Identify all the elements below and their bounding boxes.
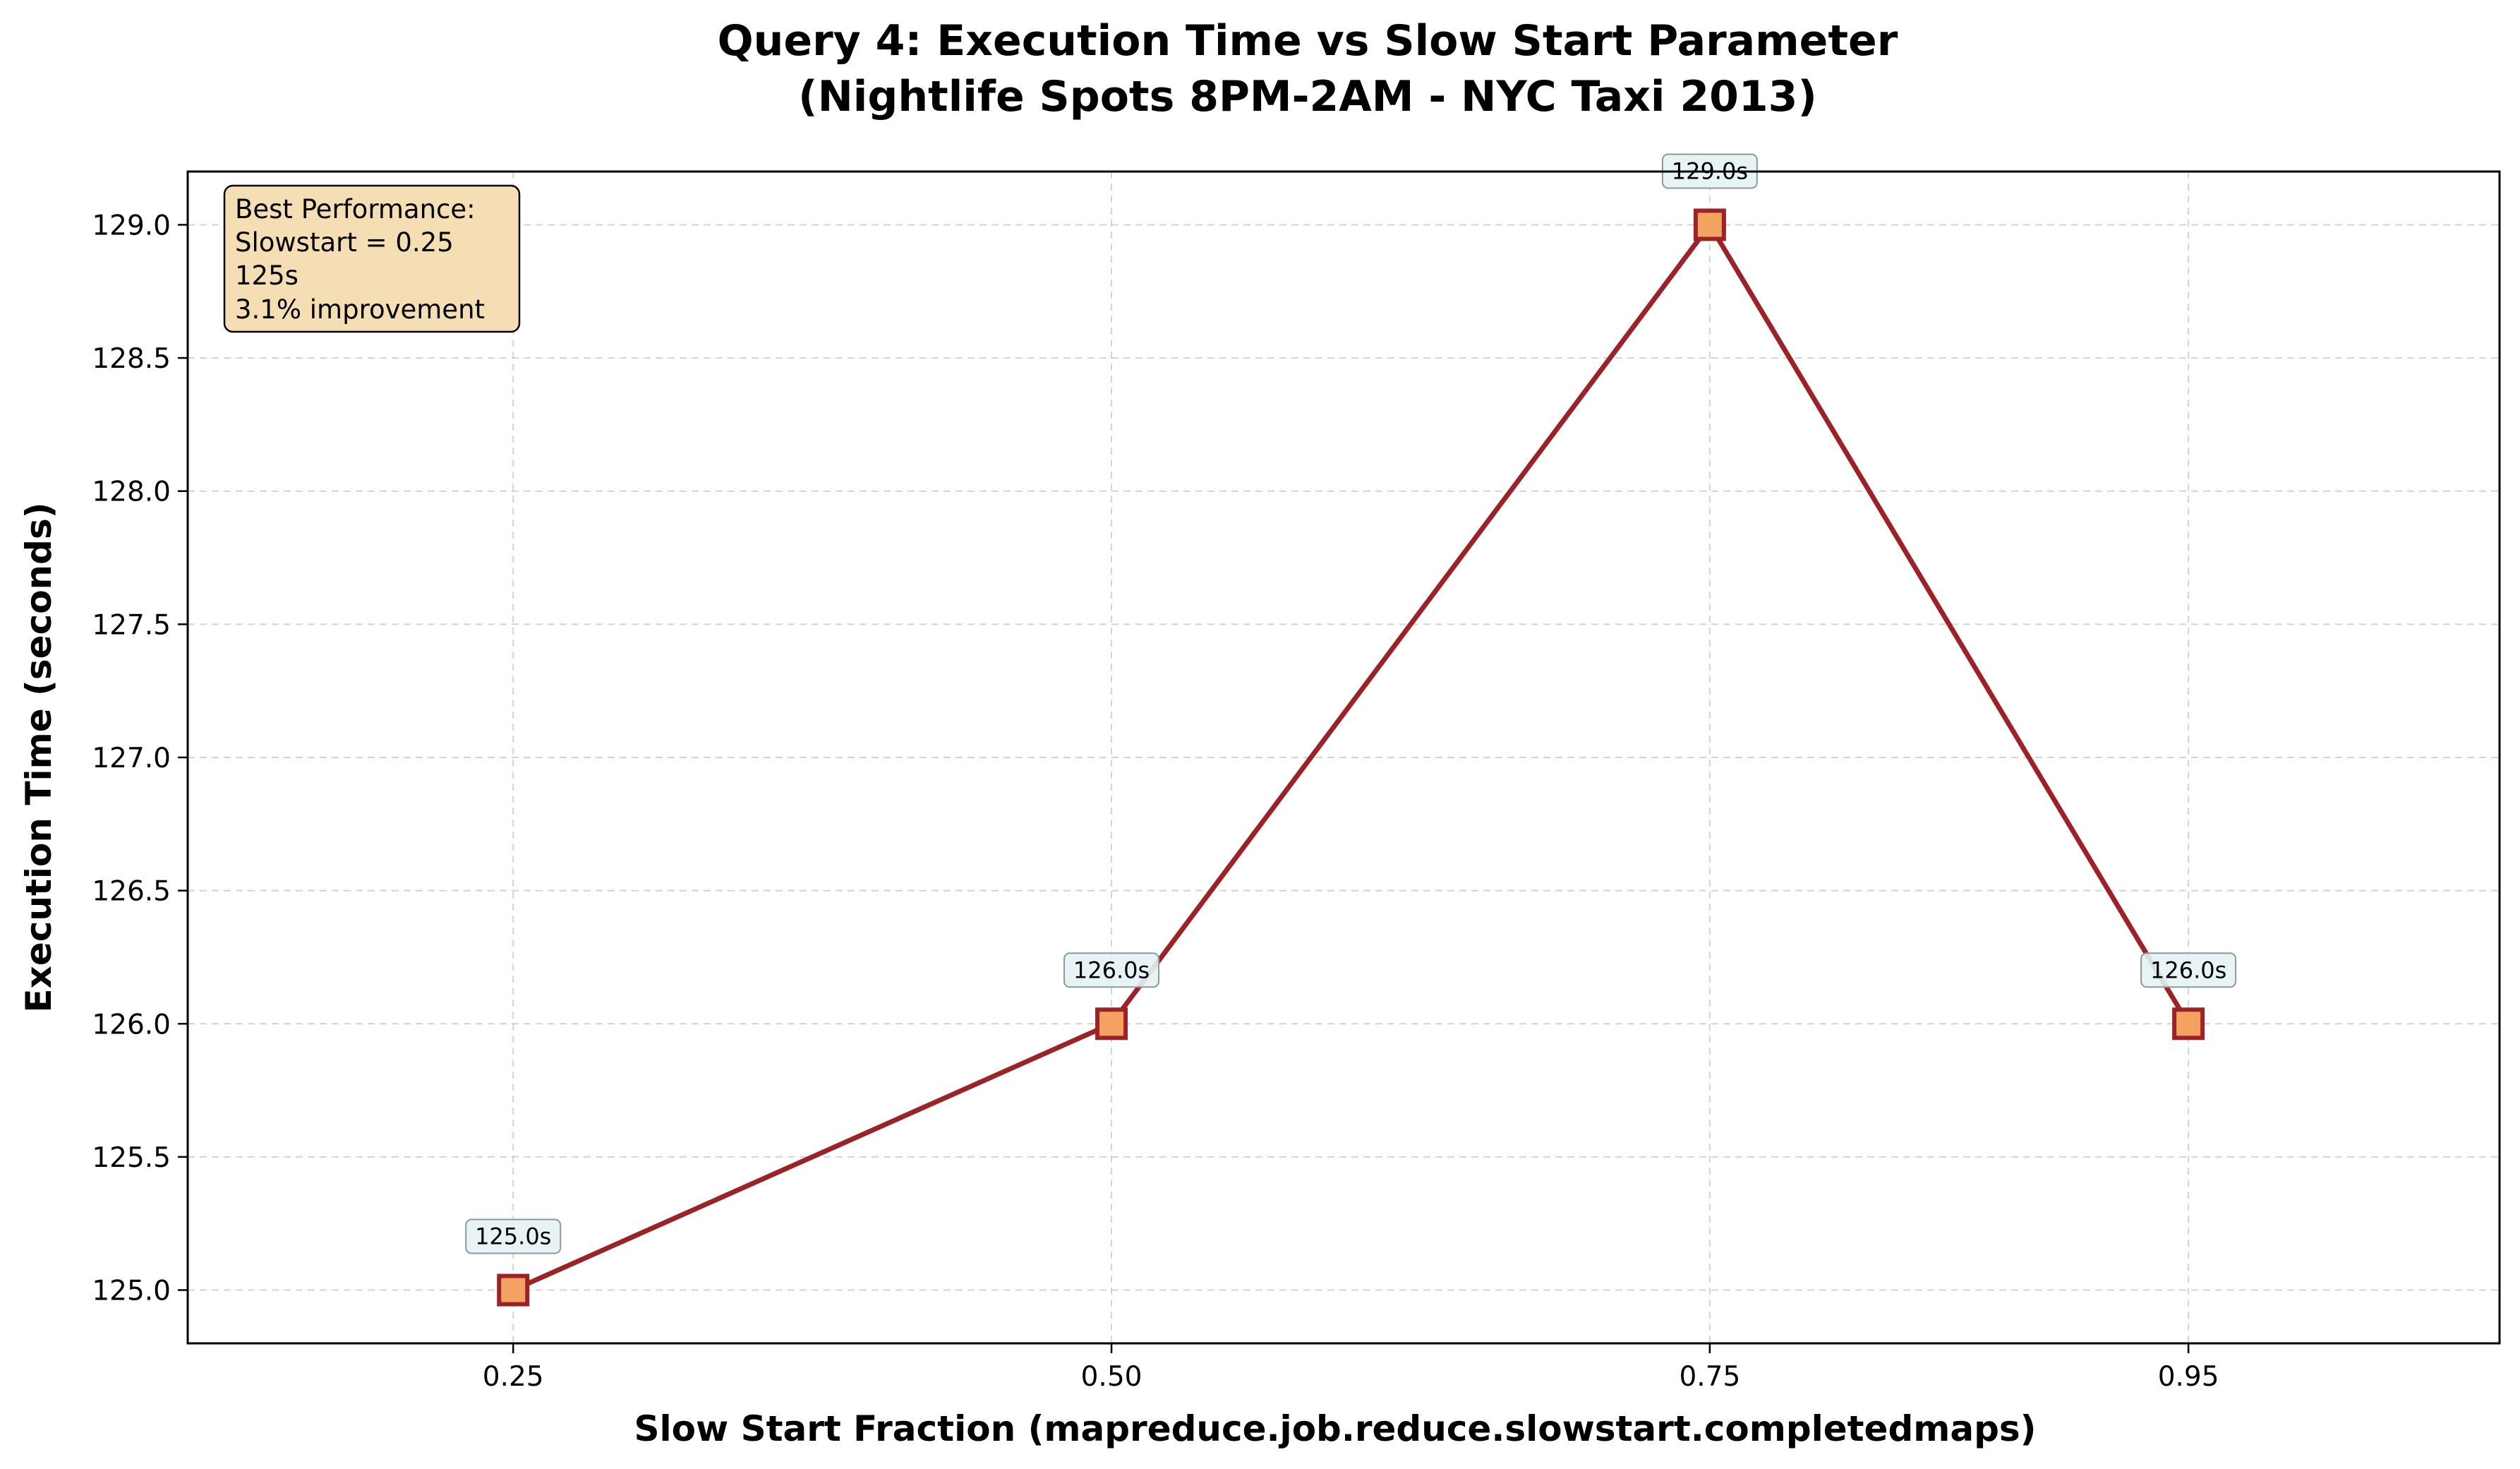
data-point-marker [1095,1007,1128,1041]
data-label: 126.0s [2140,952,2237,988]
x-axis-ticks: 0.25 0.50 0.75 0.95 [483,1343,2219,1393]
x-axis-label: Slow Start Fraction (mapreduce.job.reduc… [634,1408,2036,1449]
x-tick-label: 0.50 [1081,1361,1143,1393]
y-tick-label: 127.0 [92,743,171,774]
markers [497,208,2205,1307]
chart-subtitle: (Nightlife Spots 8PM-2AM - NYC Taxi 2013… [798,72,1817,121]
annotation-line-3: 125s [235,260,299,291]
y-axis-label: Execution Time (seconds) [18,502,59,1012]
y-tick-label: 125.0 [92,1276,171,1307]
data-point-marker [497,1273,530,1307]
y-tick-label: 128.0 [92,476,171,508]
data-label-text: 125.0s [475,1223,551,1250]
y-tick-label: 126.5 [92,876,171,908]
y-tick-label: 126.0 [92,1009,171,1041]
y-tick-label: 125.5 [92,1142,171,1174]
series-line [510,222,2191,1293]
y-axis-ticks: 125.0 125.5 126.0 126.5 127.0 127.5 128.0 128.5… [92,210,188,1307]
annotation-line-4: 3.1% improvement [235,294,485,325]
annotation-box-background [223,184,521,333]
series-line-layer [510,222,2191,1293]
data-label-text: 126.0s [1073,957,1150,983]
data-label: 125.0s [465,1218,562,1254]
y-tick-label: 127.5 [92,609,171,641]
annotation-line-2: Slowstart = 0.25 [235,227,454,258]
data-point-marker [1693,208,1726,241]
x-tick-label: 0.95 [2158,1361,2219,1393]
x-tick-label: 0.75 [1679,1361,1740,1393]
data-point-marker [2172,1007,2205,1041]
y-tick-label: 128.5 [92,343,171,375]
best-performance-box: Best Performance: Slowstart = 0.25 125s … [223,184,521,333]
grid [188,172,2500,1343]
data-label-text: 126.0s [2150,957,2226,983]
y-tick-label: 129.0 [92,210,171,241]
data-label-box [2140,952,2237,988]
data-label: 126.0s [1063,952,1160,988]
annotation-line-1: Best Performance: [235,194,476,224]
data-label-box [1063,952,1160,988]
data-label-box [465,1218,562,1254]
chart-title: Query 4: Execution Time vs Slow Start Pa… [718,16,1898,66]
x-tick-label: 0.25 [483,1361,544,1393]
